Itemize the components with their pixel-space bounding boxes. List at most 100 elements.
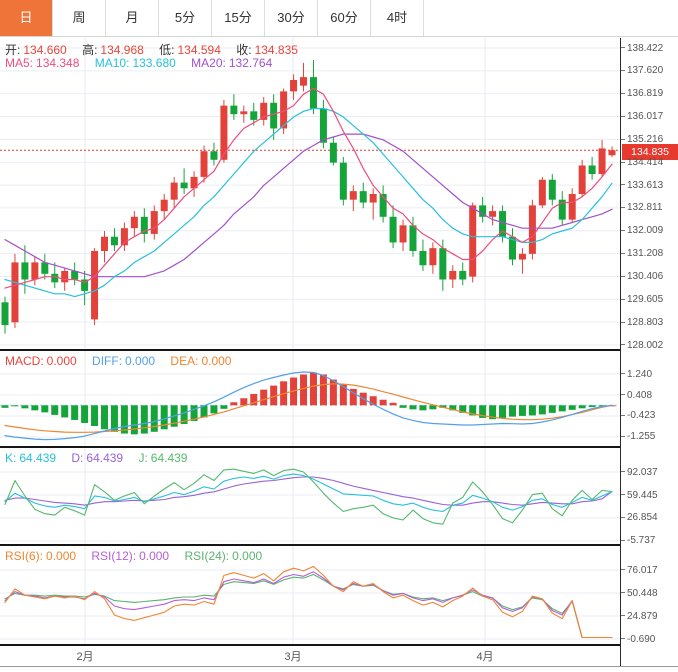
timeframe-tab-5[interactable]: 15分	[212, 0, 265, 36]
y-axis-tick-label: -1.255	[621, 430, 655, 443]
candle-up	[220, 105, 228, 160]
timeframe-tab-1[interactable]: 日	[0, 0, 53, 36]
candle-up	[190, 176, 198, 189]
rsi6-line	[4, 565, 613, 639]
y-axis-tick-label: 135.216	[621, 133, 663, 146]
rsi12-value: 0.000	[139, 549, 170, 563]
candle-up	[290, 79, 298, 92]
panel-divider	[0, 349, 678, 351]
y-axis-tick-label: 129.605	[621, 293, 663, 306]
d-value: 64.439	[86, 451, 124, 465]
bottom-border	[0, 666, 678, 667]
current-price-badge: 134.835	[622, 144, 678, 160]
macd-histogram-bar	[110, 405, 118, 432]
macd-histogram-bar	[230, 402, 238, 406]
open-label: 开:	[5, 43, 21, 57]
timeframe-tab-2[interactable]: 周	[53, 0, 106, 36]
candle-down	[210, 151, 218, 160]
macd-histogram-bar	[319, 374, 327, 406]
macd-histogram-bar	[349, 388, 357, 406]
macd-histogram-bar	[399, 405, 407, 408]
open-value: 134.660	[23, 43, 67, 57]
ma20-value: 132.764	[228, 56, 273, 70]
candle-up	[429, 248, 437, 266]
y-axis-tick-label: 137.620	[621, 64, 663, 77]
macd-histogram-bar	[11, 405, 19, 407]
macd-histogram-bar	[51, 405, 59, 415]
macd-histogram-bar	[499, 405, 507, 418]
y-axis-tick-label: 136.017	[621, 110, 663, 123]
macd-histogram-bar	[429, 405, 437, 410]
macd-histogram-bar	[180, 405, 188, 424]
y-axis-tick-label: 26.854	[621, 511, 658, 524]
macd-histogram-bar	[61, 405, 69, 418]
rsi12-line	[4, 571, 613, 639]
macd-histogram-bar	[71, 405, 79, 420]
candle-down	[379, 193, 387, 217]
macd-histogram-bar	[578, 405, 586, 409]
kdj-readout: K: 64.439 D: 64.439 J: 64.439	[5, 451, 190, 465]
ma-readout: MA5: 134.348 MA10: 133.680 MA20: 132.764	[5, 56, 275, 70]
ma10-line	[4, 107, 613, 298]
macd-histogram-bar	[598, 405, 606, 407]
x-axis-month-label: 2月	[76, 651, 94, 663]
candle-down	[359, 191, 367, 203]
macd-panel-chart[interactable]	[0, 351, 620, 446]
candle-up	[489, 211, 497, 217]
macd-histogram-bar	[568, 405, 576, 410]
x-axis: 2月 3月 4月	[0, 646, 620, 666]
candle-up	[120, 228, 128, 246]
macd-label: MACD:	[5, 354, 44, 368]
macd-histogram-bar	[130, 405, 138, 435]
diff-label: DIFF:	[92, 354, 123, 368]
timeframe-tab-4[interactable]: 5分	[159, 0, 212, 36]
rsi12-label: RSI(12):	[91, 549, 137, 563]
rsi6-label: RSI(6):	[5, 549, 44, 563]
candle-up	[349, 191, 357, 200]
y-axis-tick-label: 0.408	[621, 389, 652, 402]
candle-up	[61, 270, 69, 283]
macd-histogram-bar	[1, 405, 9, 408]
timeframe-tab-6[interactable]: 30分	[265, 0, 318, 36]
macd-readout: MACD: 0.000 DIFF: 0.000 DEA: 0.000	[5, 354, 234, 368]
timeframe-tab-8[interactable]: 4时	[371, 0, 424, 36]
macd-histogram-bar	[489, 405, 497, 420]
candle-down	[51, 273, 59, 283]
candle-down	[81, 279, 89, 291]
high-value: 134.968	[100, 43, 144, 57]
candle-down	[270, 102, 278, 129]
high-label: 高:	[82, 43, 98, 57]
candle-up	[150, 211, 158, 234]
close-label: 收:	[236, 43, 252, 57]
y-axis-tick-label: 132.811	[621, 201, 662, 214]
macd-histogram-bar	[369, 396, 377, 406]
main-candlestick-chart[interactable]	[0, 38, 620, 349]
ma5-label: MA5:	[5, 56, 34, 70]
macd-histogram-bar	[508, 405, 516, 417]
macd-histogram-bar	[588, 405, 596, 408]
rsi24-label: RSI(24):	[184, 549, 230, 563]
k-value: 64.439	[19, 451, 57, 465]
candle-down	[389, 216, 397, 243]
kdj-panel-chart[interactable]	[0, 448, 620, 544]
candle-up	[469, 205, 477, 277]
diff-value: 0.000	[125, 354, 156, 368]
candle-up	[399, 225, 407, 243]
candle-down	[41, 262, 49, 274]
ohlc-readout: 开: 134.660 高: 134.968 低: 134.594 收: 134.835	[5, 41, 301, 58]
macd-histogram-bar	[240, 398, 248, 406]
macd-histogram-bar	[210, 405, 218, 414]
timeframe-tab-3[interactable]: 月	[106, 0, 159, 36]
low-label: 低:	[159, 43, 175, 57]
y-axis-tick-label: 132.009	[621, 224, 663, 237]
diff-line	[4, 371, 613, 441]
y-axis-tick-label: -5.737	[621, 534, 655, 547]
candle-down	[1, 302, 9, 326]
y-axis-tick-label: 24.879	[621, 610, 658, 623]
candle-down	[439, 248, 447, 280]
timeframe-tab-7[interactable]: 60分	[318, 0, 371, 36]
candle-up	[160, 199, 168, 212]
rsi-panel-chart[interactable]	[0, 546, 620, 644]
candle-down	[140, 216, 148, 234]
